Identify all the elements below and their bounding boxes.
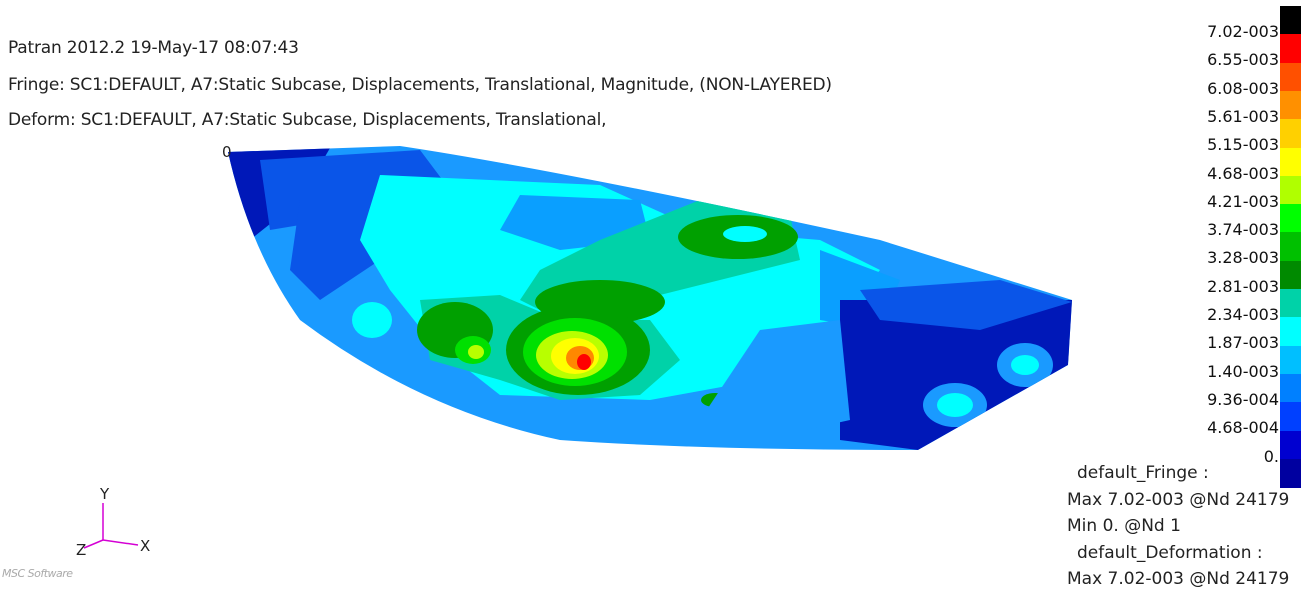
legend-label: 1.87-003 [1207,333,1279,353]
legend-swatch [1280,260,1301,290]
legend-swatch [1280,458,1301,488]
z-axis-label: Z [76,541,86,559]
x-axis-label: X [140,537,150,555]
legend-swatch [1280,147,1301,177]
legend-label: 4.68-004 [1207,418,1279,438]
header-deform: Deform: SC1:DEFAULT, A7:Static Subcase, … [8,110,607,130]
legend-label: 4.21-003 [1207,191,1279,211]
axis-triad: Y Z X [76,485,150,559]
legend-swatch [1280,289,1301,318]
legend-swatch [1280,345,1301,375]
legend-swatch [1280,62,1301,92]
result-stats: default_Fringe : Max 7.02-003 @Nd 24179 … [1067,460,1289,593]
legend-label: 9.36-004 [1207,389,1279,409]
fringe-max: Max 7.02-003 @Nd 24179 [1067,489,1290,510]
legend-swatch [1280,175,1301,205]
legend-swatch [1280,430,1301,460]
legend-label: 6.08-003 [1207,78,1279,98]
fringe-title: default_Fringe : [1077,463,1209,483]
fringe-plot: 0 [222,143,1072,450]
legend-label: 2.34-003 [1207,305,1279,324]
legend-swatch [1280,204,1301,233]
legend-label: 2.81-003 [1207,276,1279,296]
legend-label: 0. [1263,446,1279,466]
legend-label: 3.28-003 [1207,248,1279,268]
legend-swatch [1280,373,1301,403]
legend-swatch [1280,6,1301,35]
msc-logo: MSC Software [2,567,73,580]
legend-label: 5.15-003 [1207,135,1279,155]
y-axis-label: Y [99,485,110,503]
legend-swatch [1280,119,1301,148]
legend-swatch [1280,317,1301,347]
legend-label: 4.68-003 [1207,163,1279,183]
deform-max: Max 7.02-003 @Nd 24179 [1067,569,1290,589]
legend-swatch [1280,90,1301,120]
fringe-min: Min 0. @Nd 1 [1067,516,1181,536]
origin-marker: 0 [222,143,232,161]
deform-title: default_Deformation : [1077,542,1263,563]
legend-label: 6.55-003 [1207,50,1279,70]
legend-label: 3.74-003 [1207,220,1279,240]
legend-swatch [1280,34,1301,64]
color-legend: 7.02-003 6.55-003 6.08-003 5.61-003 5.15-003… [1198,2,1315,488]
header-fringe: Fringe: SC1:DEFAULT, A7:Static Subcase, … [8,75,832,95]
legend-swatch [1280,402,1301,431]
legend-swatch [1280,232,1301,262]
legend-label: 5.61-003 [1207,106,1279,126]
legend-label: 7.02-003 [1207,22,1279,41]
legend-label: 1.40-003 [1207,361,1279,381]
header-title: Patran 2012.2 19-May-17 08:07:43 [8,38,299,58]
